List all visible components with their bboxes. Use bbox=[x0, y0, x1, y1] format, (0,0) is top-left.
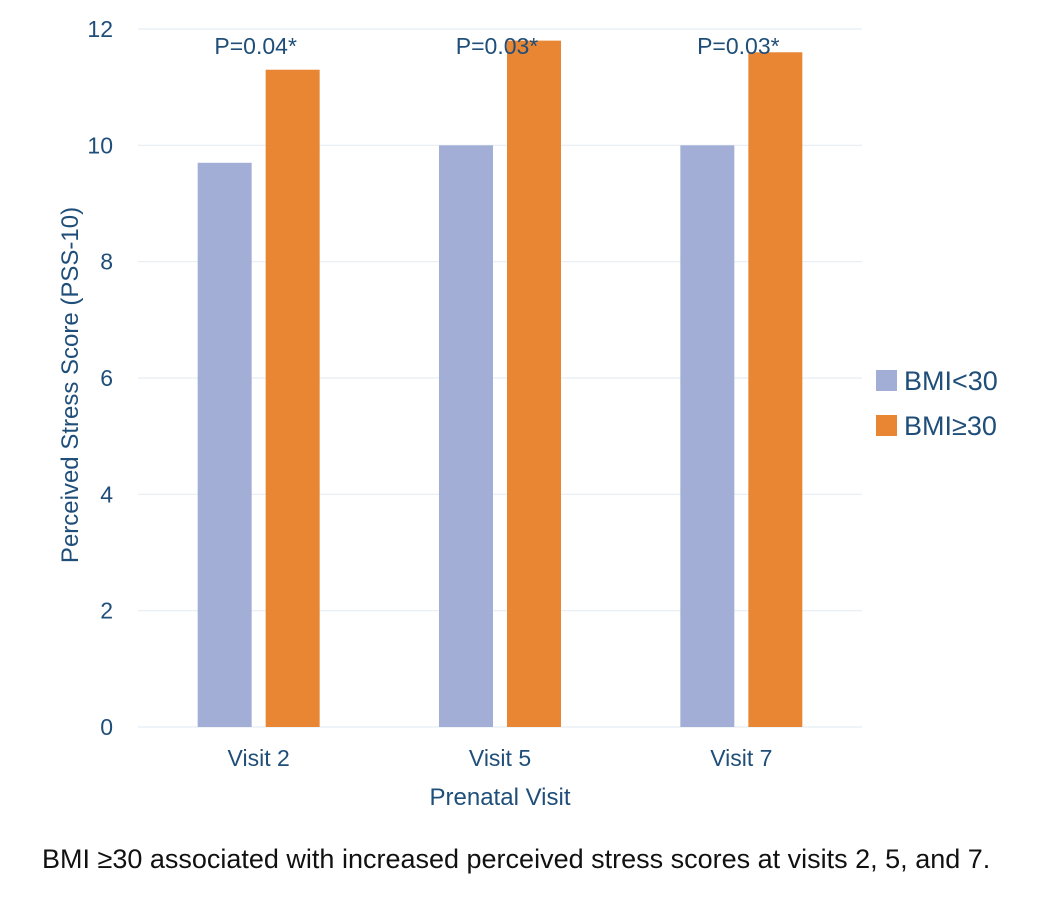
y-tick-label: 0 bbox=[100, 714, 113, 740]
y-axis-ticks: 0 2 4 6 8 10 12 bbox=[87, 16, 113, 740]
gridlines bbox=[138, 28, 862, 728]
bar-bmi30-visit-2 bbox=[265, 69, 320, 727]
y-tick-label: 10 bbox=[87, 132, 113, 158]
legend-swatch bbox=[876, 370, 897, 391]
bar-bmi30-visit-2 bbox=[197, 162, 252, 728]
y-tick-label: 4 bbox=[100, 481, 113, 507]
p-value-annotation: P=0.03* bbox=[456, 33, 539, 59]
bars bbox=[197, 40, 803, 728]
legend-label: BMI<30 bbox=[904, 366, 998, 396]
legend: BMI<30 BMI≥30 bbox=[876, 366, 998, 441]
y-axis-label: Perceived Stress Score (PSS-10) bbox=[57, 207, 84, 563]
bar-bmi30-visit-7 bbox=[680, 145, 735, 728]
figure-caption: BMI ≥30 associated with increased percei… bbox=[42, 844, 991, 874]
x-tick-label: Visit 7 bbox=[710, 745, 772, 771]
bar-bmi30-visit-5 bbox=[507, 40, 561, 727]
x-axis-ticks: Visit 2 Visit 5 Visit 7 bbox=[228, 745, 773, 771]
legend-swatch bbox=[876, 415, 897, 436]
x-tick-label: Visit 2 bbox=[228, 745, 290, 771]
y-tick-label: 2 bbox=[100, 598, 113, 624]
p-value-annotations: P=0.04* P=0.03* P=0.03* bbox=[214, 33, 779, 59]
x-tick-label: Visit 5 bbox=[469, 745, 531, 771]
y-tick-label: 12 bbox=[87, 16, 113, 42]
p-value-annotation: P=0.04* bbox=[214, 33, 297, 59]
legend-label: BMI≥30 bbox=[904, 411, 997, 441]
bar-bmi30-visit-7 bbox=[748, 52, 803, 728]
p-value-annotation: P=0.03* bbox=[697, 33, 780, 59]
x-axis-label: Prenatal Visit bbox=[430, 784, 571, 811]
y-tick-label: 6 bbox=[100, 365, 113, 391]
bar-bmi30-visit-5 bbox=[439, 145, 493, 728]
y-tick-label: 8 bbox=[100, 249, 113, 275]
